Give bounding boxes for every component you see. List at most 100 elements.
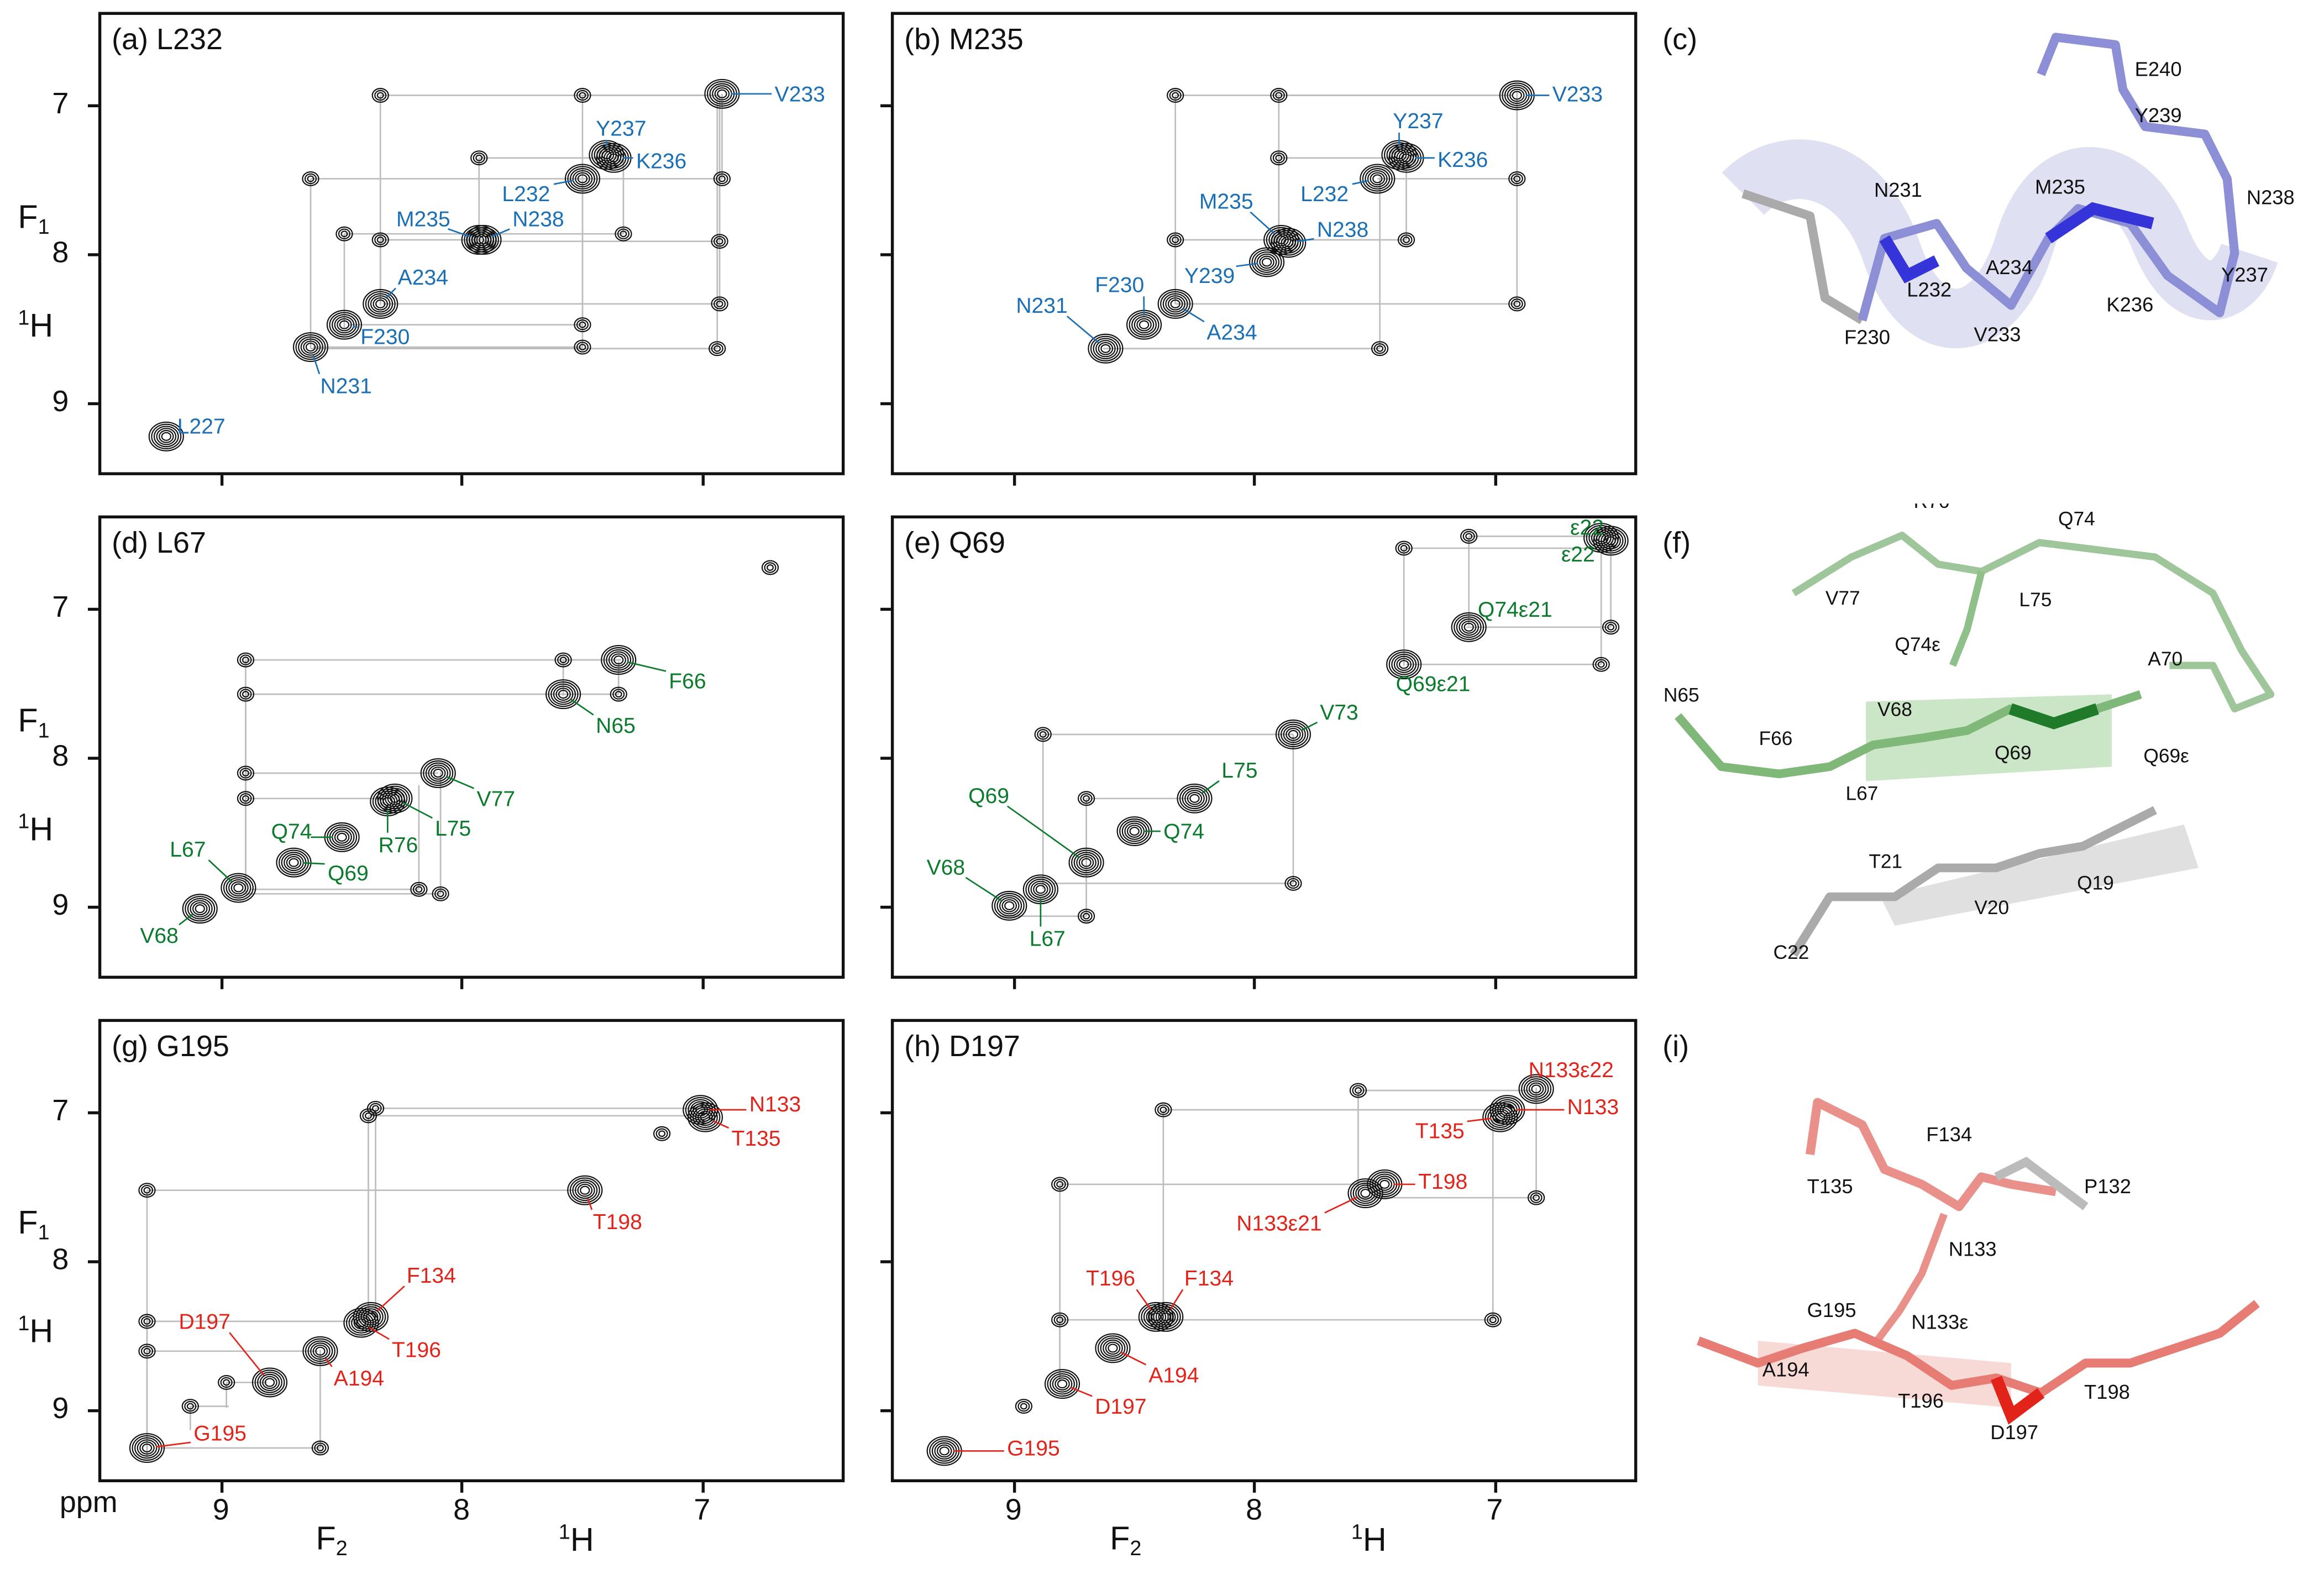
residue-label: G195 <box>1807 1299 1856 1321</box>
contour-level <box>1275 92 1283 99</box>
y-tick-label: 7 <box>52 1095 69 1128</box>
contour-level <box>612 689 625 700</box>
panel-title: (e) Q69 <box>904 527 1005 560</box>
y-tick <box>880 607 891 611</box>
cross-peak <box>1051 1312 1069 1327</box>
contour-level <box>559 657 567 664</box>
diagonal-peak <box>1068 847 1104 878</box>
contour-level <box>1595 659 1608 670</box>
diagonal-peak <box>1157 288 1193 319</box>
contour-level <box>1071 849 1102 875</box>
diagonal-peak <box>1095 1333 1131 1363</box>
cross-peak <box>371 232 389 248</box>
cross-peak <box>410 881 428 897</box>
contour-level <box>476 233 492 246</box>
contour-level <box>714 345 721 352</box>
cross-peak <box>237 686 255 702</box>
contour-level <box>474 231 494 249</box>
contour-level <box>186 1403 194 1410</box>
contour-level <box>1081 858 1092 867</box>
contour-level <box>603 647 634 673</box>
y-axis-nucleus-text: H <box>29 810 54 848</box>
cross-peak <box>218 1374 235 1390</box>
contour-level <box>1460 528 1478 544</box>
cross-peak <box>237 791 255 806</box>
contour-level <box>1597 661 1605 668</box>
diagonal-peak <box>1044 1369 1080 1399</box>
contour-level <box>377 793 398 810</box>
contour-level <box>300 338 321 356</box>
peak-label: Y237 <box>596 117 646 140</box>
cross-peak <box>653 1126 671 1141</box>
contour-level <box>223 1379 230 1386</box>
contour-level <box>1492 1110 1508 1124</box>
contour-level <box>1352 1182 1378 1204</box>
contour-level <box>1510 173 1523 185</box>
y-tick <box>880 1260 891 1263</box>
x-axis-label-sub: 2 <box>1130 1536 1142 1560</box>
contour-peaks <box>1088 80 1535 364</box>
peak-label: Y237 <box>1393 109 1443 133</box>
contour-level <box>140 1185 154 1196</box>
y-axis-nucleus-sup: 1 <box>18 1311 30 1335</box>
contour-level <box>140 1346 154 1357</box>
y-tick <box>880 1409 891 1413</box>
contour-level <box>1077 909 1095 924</box>
leader-line <box>446 776 475 789</box>
contour-level <box>1284 875 1302 891</box>
contour-level <box>1034 727 1052 742</box>
peak-label: N133ε21 <box>1236 1211 1321 1235</box>
contour-level <box>1039 731 1047 738</box>
contour-level <box>1603 534 1619 548</box>
contour-level <box>425 762 451 784</box>
contour-level <box>307 175 314 182</box>
diagonal-peak <box>1593 526 1629 556</box>
contour-level <box>1108 1344 1118 1353</box>
contour-level <box>1004 901 1015 910</box>
contour-level <box>610 686 627 702</box>
contour-level <box>1289 880 1297 887</box>
contour-level <box>237 686 255 702</box>
y-tick <box>880 757 891 760</box>
x-tick <box>1013 978 1016 989</box>
y-tick <box>880 905 891 909</box>
contour-level <box>620 230 627 238</box>
contour-level <box>658 1130 666 1137</box>
contour-level <box>1167 297 1183 311</box>
residue-label: L232 <box>1907 278 1951 301</box>
contour-level <box>143 1318 151 1325</box>
cross-peak <box>1077 909 1095 924</box>
contour-level <box>695 1108 716 1126</box>
contour-level <box>1530 1192 1543 1203</box>
leader-line <box>402 802 433 819</box>
residue-label: F66 <box>1759 728 1793 749</box>
contour-level <box>608 153 619 162</box>
cross-peak <box>761 560 779 575</box>
cross-peak <box>470 150 488 166</box>
contour-level <box>580 1185 590 1195</box>
contour-level <box>1266 227 1297 253</box>
contour-peaks <box>129 1095 723 1463</box>
contour-level <box>1283 726 1304 743</box>
leader-line <box>553 180 574 185</box>
peak-label: N65 <box>596 714 636 738</box>
contour-level <box>134 1437 160 1459</box>
peak-label: Q69ε21 <box>1396 673 1471 696</box>
contour-level <box>554 652 572 668</box>
residue-label: Y239 <box>2135 104 2182 127</box>
y-tick-label: 7 <box>52 591 69 625</box>
spectrum-panel-d: (d) L67 F66 N65 V77 L75 R76 Q74 L67 Q69 V68 7 8 9 <box>52 515 845 989</box>
contour-level <box>1068 847 1104 878</box>
contour-level <box>1278 721 1309 748</box>
contour-level <box>1057 1379 1068 1389</box>
peak-label: F230 <box>1095 273 1144 297</box>
contour-level <box>1370 172 1386 186</box>
y-axis-label-main: F <box>18 701 38 739</box>
contour-level <box>1347 1178 1383 1209</box>
diagonal-peak <box>1518 1074 1554 1104</box>
leader-line <box>325 1357 333 1367</box>
contour-level <box>693 1106 718 1129</box>
peak-label: L232 <box>502 182 550 206</box>
contour-level <box>1050 1373 1075 1395</box>
contour-level <box>931 1440 957 1462</box>
